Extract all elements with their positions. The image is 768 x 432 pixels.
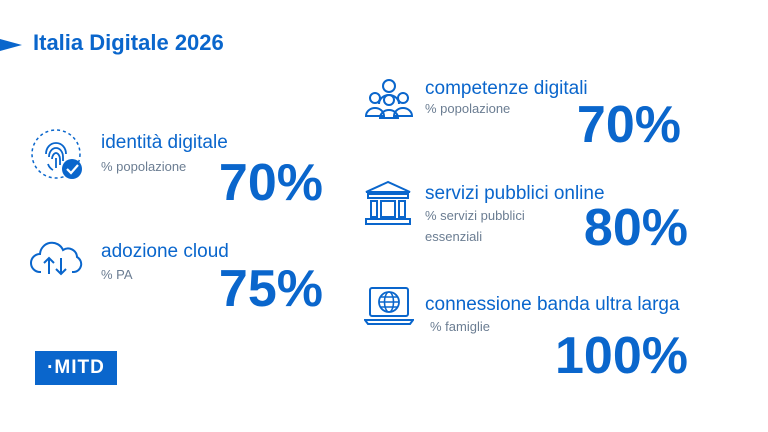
servizi-sub-line2: essenziali xyxy=(425,229,483,244)
cloud-value: 75% xyxy=(218,260,323,318)
public-building-icon xyxy=(363,180,413,226)
banda-sub: % famiglie xyxy=(430,319,490,334)
laptop-globe-icon xyxy=(364,286,414,326)
competenze-label: competenze digitali xyxy=(425,78,588,99)
banda-value: 100% xyxy=(555,327,688,385)
servizi-value: 80% xyxy=(583,199,688,257)
page-title: Italia Digitale 2026 xyxy=(33,30,224,55)
servizi-label: servizi pubblici online xyxy=(425,183,605,204)
title-arrow-icon xyxy=(0,39,22,51)
servizi-sub-line1: % servizi pubblici xyxy=(425,208,525,223)
mitd-logo: ·MITD xyxy=(35,351,117,385)
identita-sub: % popolazione xyxy=(101,159,187,174)
people-group-icon xyxy=(364,76,414,120)
fingerprint-check-icon xyxy=(30,128,86,184)
competenze-value: 70% xyxy=(576,96,681,154)
identita-label: identità digitale xyxy=(101,132,228,153)
identita-value: 70% xyxy=(218,154,323,212)
banda-label: connessione banda ultra larga xyxy=(425,294,680,315)
cloud-transfer-icon xyxy=(29,236,83,278)
cloud-label: adozione cloud xyxy=(101,241,229,262)
competenze-sub: % popolazione xyxy=(425,101,511,116)
cloud-sub: % PA xyxy=(101,267,133,282)
